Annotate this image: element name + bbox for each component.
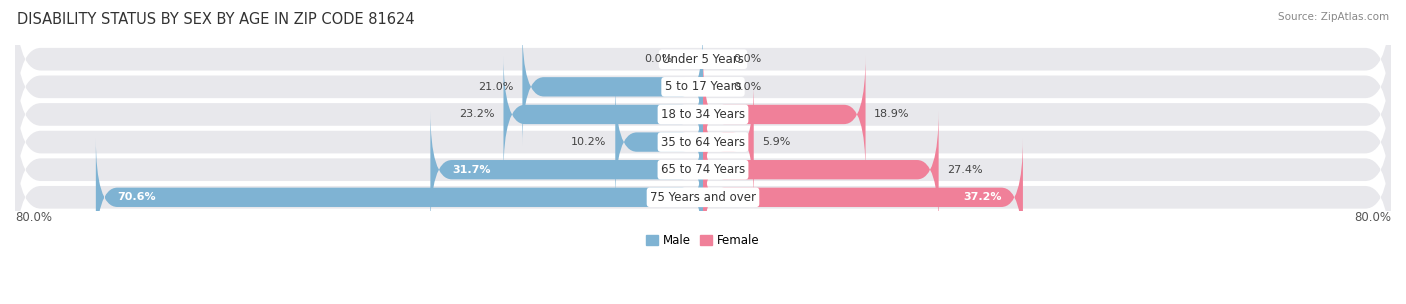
Text: Source: ZipAtlas.com: Source: ZipAtlas.com bbox=[1278, 12, 1389, 22]
Text: 0.0%: 0.0% bbox=[733, 54, 762, 64]
Legend: Male, Female: Male, Female bbox=[641, 229, 765, 252]
Text: 18 to 34 Years: 18 to 34 Years bbox=[661, 108, 745, 121]
FancyBboxPatch shape bbox=[430, 110, 703, 229]
FancyBboxPatch shape bbox=[703, 110, 939, 229]
Text: 75 Years and over: 75 Years and over bbox=[650, 191, 756, 204]
FancyBboxPatch shape bbox=[96, 138, 703, 257]
Text: 0.0%: 0.0% bbox=[644, 54, 673, 64]
Text: 80.0%: 80.0% bbox=[1354, 211, 1391, 224]
FancyBboxPatch shape bbox=[15, 71, 1391, 214]
Text: 31.7%: 31.7% bbox=[451, 165, 491, 175]
Text: 27.4%: 27.4% bbox=[948, 165, 983, 175]
FancyBboxPatch shape bbox=[503, 55, 703, 174]
FancyBboxPatch shape bbox=[15, 0, 1391, 131]
Text: 21.0%: 21.0% bbox=[478, 82, 513, 92]
FancyBboxPatch shape bbox=[703, 138, 1024, 257]
Text: 5 to 17 Years: 5 to 17 Years bbox=[665, 80, 741, 93]
FancyBboxPatch shape bbox=[15, 98, 1391, 241]
FancyBboxPatch shape bbox=[703, 83, 754, 202]
Text: 0.0%: 0.0% bbox=[733, 82, 762, 92]
Text: 37.2%: 37.2% bbox=[963, 192, 1001, 202]
FancyBboxPatch shape bbox=[15, 126, 1391, 269]
Text: Under 5 Years: Under 5 Years bbox=[662, 53, 744, 66]
FancyBboxPatch shape bbox=[15, 15, 1391, 158]
Text: 5.9%: 5.9% bbox=[762, 137, 790, 147]
Text: 35 to 64 Years: 35 to 64 Years bbox=[661, 136, 745, 149]
Text: 23.2%: 23.2% bbox=[460, 109, 495, 119]
Text: DISABILITY STATUS BY SEX BY AGE IN ZIP CODE 81624: DISABILITY STATUS BY SEX BY AGE IN ZIP C… bbox=[17, 12, 415, 27]
Text: 65 to 74 Years: 65 to 74 Years bbox=[661, 163, 745, 176]
FancyBboxPatch shape bbox=[703, 55, 866, 174]
Text: 70.6%: 70.6% bbox=[117, 192, 156, 202]
Text: 10.2%: 10.2% bbox=[571, 137, 606, 147]
Text: 80.0%: 80.0% bbox=[15, 211, 52, 224]
FancyBboxPatch shape bbox=[15, 43, 1391, 186]
FancyBboxPatch shape bbox=[616, 83, 703, 202]
Text: 18.9%: 18.9% bbox=[875, 109, 910, 119]
FancyBboxPatch shape bbox=[523, 27, 703, 146]
